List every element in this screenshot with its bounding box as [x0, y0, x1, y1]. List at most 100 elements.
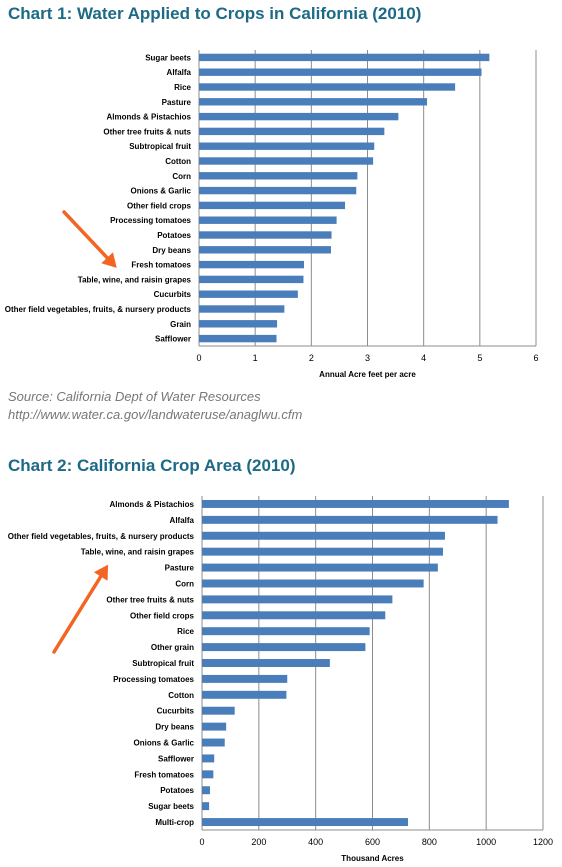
- chart-1-category-label: Subtropical fruit: [129, 142, 191, 151]
- chart-2-category-label: Processing tomatoes: [113, 675, 194, 684]
- chart-1-x-axis-label: Annual Acre feet per acre: [319, 370, 416, 379]
- chart-2-title: Chart 2: California Crop Area (2010): [8, 456, 296, 475]
- chart-1-x-tick-label: 0: [196, 353, 201, 363]
- chart-1-category-label: Alfalfa: [167, 68, 192, 77]
- chart-2-bar-safflower: [202, 754, 215, 763]
- chart-1-bar-alfalfa: [199, 68, 482, 76]
- chart-1-category-label: Grain: [170, 320, 191, 329]
- chart-2-bar-other-field-crops: [202, 611, 386, 620]
- chart-1-bar-dry-beans: [199, 246, 331, 254]
- chart-1-category-label: Almonds & Pistachios: [107, 113, 192, 122]
- chart-1-bar-sugar-beets: [199, 53, 490, 62]
- chart-2-category-label: Other grain: [151, 643, 194, 652]
- chart-1-x-tick-label: 6: [533, 353, 538, 363]
- chart-1-bar-subtropical-fruit: [199, 142, 375, 150]
- chart-2-highlight-arrow: [52, 564, 109, 654]
- chart-2-category-label: Cucurbits: [157, 707, 195, 716]
- chart-2-x-tick-label: 1200: [533, 837, 553, 847]
- chart-1-x-tick-label: 5: [477, 353, 482, 363]
- chart-2-bar-table-wine-and-raisin-grapes: [202, 547, 443, 556]
- chart-2-category-label: Safflower: [158, 754, 194, 763]
- chart-1-bar-rice: [199, 83, 456, 91]
- chart-2-bar-fresh-tomatoes: [202, 770, 214, 779]
- chart-1-bar-safflower: [199, 334, 277, 343]
- chart-1-title: Chart 1: Water Applied to Crops in Calif…: [8, 4, 422, 23]
- chart-2-bar-multi-crop: [202, 818, 409, 827]
- chart-1-category-label: Pasture: [162, 98, 192, 107]
- chart-2-category-label: Other tree fruits & nuts: [106, 595, 194, 604]
- chart-2-category-label: Almonds & Pistachios: [110, 500, 195, 509]
- chart-2-bar-other-field-vegetables-fruits-nursery-products: [202, 531, 445, 540]
- chart-2-category-label: Onions & Garlic: [134, 739, 195, 748]
- chart-2-bar-sugar-beets: [202, 802, 210, 811]
- chart-2-bar-subtropical-fruit: [202, 659, 330, 667]
- source-url: http://www.water.ca.gov/landwateruse/ana…: [8, 407, 303, 422]
- chart-2-bar-potatoes: [202, 786, 210, 795]
- chart-2-category-label: Pasture: [165, 564, 195, 573]
- chart-2-bar-corn: [202, 579, 424, 588]
- chart-1-category-label: Other field vegetables, fruits, & nurser…: [5, 305, 192, 314]
- chart-2-bar-onions-garlic: [202, 738, 225, 747]
- chart-1-bar-fresh-tomatoes: [199, 260, 305, 269]
- chart-1-category-label: Cucurbits: [154, 290, 192, 299]
- chart-2-bar-dry-beans: [202, 722, 227, 731]
- chart-2-x-axis-label: Thousand Acres: [341, 854, 404, 863]
- chart-1: 0 1 2 3 4 5 6 Sugar beets Alfalfa Rice Pasture Almo…: [5, 50, 539, 379]
- chart-1-bar-cotton: [199, 157, 374, 165]
- chart-2-bar-cotton: [202, 690, 287, 699]
- chart-1-category-label: Safflower: [155, 335, 191, 344]
- chart-1-bar-pasture: [199, 98, 428, 106]
- chart-2-bar-other-tree-fruits-nuts: [202, 595, 393, 604]
- chart-2-category-label: Cotton: [168, 691, 194, 700]
- chart-1-category-label: Cotton: [165, 157, 191, 166]
- chart-2-category-label: Other field crops: [130, 611, 195, 620]
- chart-1-category-label: Potatoes: [157, 231, 191, 240]
- chart-2-bar-alfalfa: [202, 515, 498, 524]
- chart-1-highlight-arrow: [62, 210, 117, 268]
- chart-1-category-label: Fresh tomatoes: [131, 261, 191, 270]
- chart-1-bar-corn: [199, 172, 358, 180]
- chart-1-bar-other-field-crops: [199, 201, 346, 210]
- chart-1-category-label: Rice: [174, 83, 191, 92]
- chart-2-bar-processing-tomatoes: [202, 674, 288, 683]
- chart-1-bar-processing-tomatoes: [199, 216, 337, 224]
- chart-1-bar-potatoes: [199, 231, 332, 239]
- chart-1-category-label: Corn: [172, 172, 191, 181]
- chart-2-category-label: Alfalfa: [170, 516, 195, 525]
- chart-1-bar-table-wine-and-raisin-grapes: [199, 275, 304, 284]
- chart-2-category-label: Potatoes: [160, 786, 194, 795]
- chart-1-category-label: Sugar beets: [145, 53, 191, 62]
- chart-1-bar-onions-garlic: [199, 186, 357, 195]
- chart-2-x-tick-label: 0: [199, 837, 204, 847]
- chart-2-x-tick-label: 600: [365, 837, 380, 847]
- chart-2-bar-almonds-pistachios: [202, 499, 509, 508]
- chart-1-category-label: Table, wine, and raisin grapes: [78, 275, 192, 284]
- chart-2-x-tick-label: 200: [251, 837, 266, 847]
- chart-1-category-label: Processing tomatoes: [110, 216, 191, 225]
- chart-2-category-label: Fresh tomatoes: [134, 770, 194, 779]
- chart-1-x-tick-label: 4: [421, 353, 426, 363]
- chart-1-x-tick-label: 2: [309, 353, 314, 363]
- chart-2-category-label: Sugar beets: [148, 802, 194, 811]
- chart-1-bar-cucurbits: [199, 290, 298, 298]
- source-citation: Source: California Dept of Water Resourc…: [8, 389, 261, 404]
- chart-1-category-label: Dry beans: [152, 246, 191, 255]
- chart-2-category-label: Other field vegetables, fruits, & nurser…: [8, 532, 195, 541]
- chart-2-x-tick-label: 1000: [476, 837, 496, 847]
- chart-1-category-label: Other field crops: [127, 201, 192, 210]
- chart-2-bar-other-grain: [202, 643, 366, 652]
- chart-2-bar-cucurbits: [202, 706, 235, 715]
- chart-1-category-label: Other tree fruits & nuts: [103, 127, 191, 136]
- chart-2-category-label: Multi-crop: [155, 818, 194, 827]
- chart-2-category-label: Dry beans: [155, 723, 194, 732]
- chart-1-bar-other-field-vegetables-fruits-nursery-products: [199, 305, 285, 313]
- chart-2-x-tick-label: 400: [308, 837, 323, 847]
- chart-2-category-label: Table, wine, and raisin grapes: [81, 548, 195, 557]
- chart-2-category-label: Subtropical fruit: [132, 659, 194, 668]
- chart-2-x-tick-label: 800: [422, 837, 437, 847]
- chart-1-category-label: Onions & Garlic: [131, 187, 192, 196]
- chart-1-x-tick-label: 3: [365, 353, 370, 363]
- chart-1-bar-other-tree-fruits-nuts: [199, 127, 385, 136]
- chart-2-category-label: Rice: [177, 627, 194, 636]
